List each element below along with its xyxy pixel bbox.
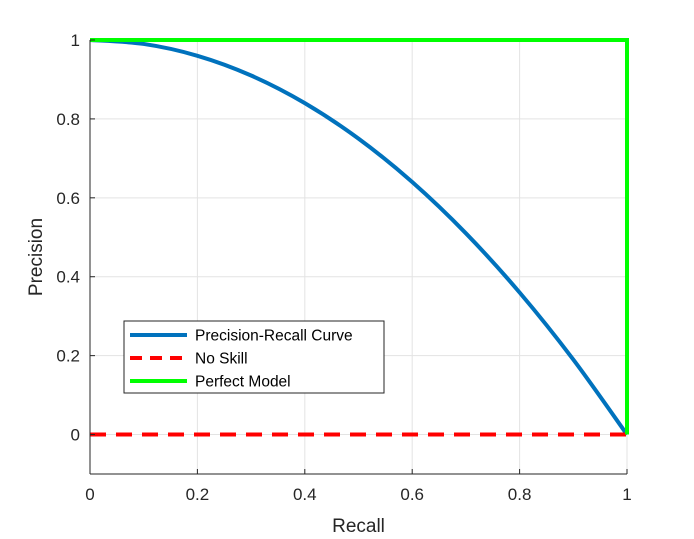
x-tick-label: 1 [622, 485, 631, 504]
series-line-2 [90, 38, 629, 435]
legend-label-2: Perfect Model [195, 374, 291, 391]
x-tick-label: 0.6 [400, 485, 424, 504]
grid-lines [89, 39, 628, 474]
legend-label-0: Precision-Recall Curve [195, 328, 353, 345]
x-tick-label: 0.8 [508, 485, 532, 504]
axes [89, 39, 628, 475]
y-tick-label: 0 [71, 426, 80, 445]
plot-series [89, 38, 629, 437]
y-tick-label: 0.2 [56, 347, 80, 366]
y-tick-label: 1 [71, 31, 80, 50]
x-tick-label: 0 [85, 485, 94, 504]
y-axis-label: Precision [26, 218, 47, 296]
y-tick-label: 0.6 [56, 189, 80, 208]
legend-label-1: No Skill [195, 351, 248, 368]
x-tick-label: 0.2 [186, 485, 210, 504]
x-tick-label: 0.4 [293, 485, 317, 504]
series-line-0 [89, 38, 629, 436]
tick-labels: 0 0.2 0.4 0.6 0.8 1 0 0.2 0.4 0.6 0.8 1 [56, 31, 631, 504]
y-tick-label: 0.8 [56, 110, 80, 129]
y-tick-label: 0.4 [56, 268, 80, 287]
x-axis-label: Recall [332, 516, 385, 537]
legend: Precision-Recall Curve No Skill Perfect Mo… [123, 320, 385, 394]
